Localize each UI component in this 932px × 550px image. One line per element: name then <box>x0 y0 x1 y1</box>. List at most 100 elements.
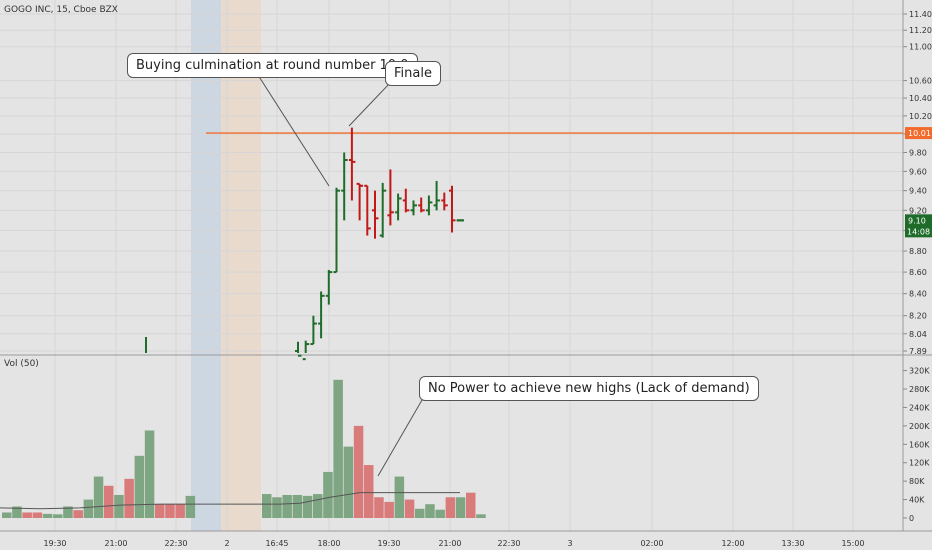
volume-bar <box>2 512 12 518</box>
price-tick-label: 8.40 <box>909 290 927 299</box>
volume-bar <box>272 497 282 518</box>
time-tick-label: 19:30 <box>43 539 66 548</box>
volume-bar <box>22 512 32 518</box>
ohlc-bar <box>310 315 317 346</box>
volume-tick-label: 200K <box>909 422 930 431</box>
time-tick-label: 13:30 <box>781 539 804 548</box>
volume-indicator-label: Vol (50) <box>4 359 39 369</box>
price-tick-label: 10.60 <box>909 77 932 86</box>
last-price-label: 9.10 <box>908 216 926 225</box>
ohlc-bar <box>364 184 371 236</box>
volume-bar <box>93 476 104 518</box>
volume-bar <box>302 495 313 518</box>
volume-bar <box>32 512 43 518</box>
volume-bar <box>262 494 272 518</box>
price-tick-label: 9.40 <box>909 187 927 196</box>
price-tick-label: 8.04 <box>909 330 927 339</box>
time-tick-label: 22:30 <box>497 539 520 548</box>
ohlc-bar <box>348 127 356 201</box>
volume-bar <box>144 430 155 518</box>
ohlc-bar <box>425 195 433 216</box>
time-tick-label: 12:00 <box>721 539 744 548</box>
volume-bar <box>466 492 476 518</box>
bar-countdown-label: 14:08 <box>907 227 930 236</box>
volume-bar <box>343 446 354 518</box>
price-tick-label: 9.20 <box>909 206 927 215</box>
ohlc-bar <box>325 269 333 305</box>
ohlc-bar <box>418 197 425 213</box>
volume-tick-label: 320K <box>909 367 930 376</box>
level-price-label: 10.01 <box>908 129 931 138</box>
price-tick-label: 11.00 <box>909 43 932 52</box>
ohlc-bar <box>402 188 410 213</box>
volume-bar <box>42 513 53 518</box>
ohlc-bar <box>302 340 310 361</box>
ohlc-bar <box>387 169 394 226</box>
volume-bar <box>313 494 323 518</box>
volume-bar <box>323 471 333 518</box>
ohlc-bar <box>318 291 325 339</box>
time-tick-label: 15:00 <box>841 539 864 548</box>
volume-bar <box>333 379 343 518</box>
ohlc-bar <box>449 185 456 233</box>
time-tick-label: 19:30 <box>377 539 400 548</box>
price-tick-label: 10.40 <box>909 94 932 103</box>
volume-tick-label: 0 <box>909 514 914 523</box>
volume-bar <box>353 425 364 518</box>
ohlc-bar <box>410 200 417 216</box>
volume-bar <box>435 509 445 518</box>
volume-tick-label: 120K <box>909 459 930 468</box>
time-tick-label: 18:00 <box>317 539 340 548</box>
volume-tick-label: 160K <box>909 440 930 449</box>
volume-bar <box>425 504 435 518</box>
no-power-callout: No Power to achieve new highs (Lack of d… <box>419 376 759 401</box>
buying-climax-callout: Buying culmination at round number 10.0 <box>127 53 418 78</box>
time-tick-label: 22:30 <box>164 539 187 548</box>
ohlc-bar <box>395 193 402 221</box>
volume-bar <box>83 499 94 518</box>
session-shade-premarket <box>191 0 221 531</box>
symbol-title: GOGO INC, 15, Cboe BZX <box>4 5 118 15</box>
price-tick-label: 9.60 <box>909 167 927 176</box>
volume-bar <box>12 506 22 518</box>
ohlc-bar <box>372 190 379 239</box>
price-tick-label: 8.20 <box>909 312 927 321</box>
volume-bar <box>165 504 175 518</box>
time-tick-label: 21:00 <box>104 539 127 548</box>
volume-bar <box>455 497 466 518</box>
volume-bar <box>282 494 292 518</box>
volume-tick-label: 80K <box>909 477 925 486</box>
ohlc-bar <box>379 182 387 238</box>
volume-bar <box>155 504 165 518</box>
volume-bar <box>175 504 185 518</box>
volume-bar <box>445 497 456 518</box>
volume-bar <box>292 494 303 518</box>
volume-bar <box>384 501 394 518</box>
price-tick-label: 11.40 <box>909 10 932 19</box>
volume-bar <box>476 514 486 518</box>
last-price-tag <box>905 214 932 238</box>
volume-bar <box>394 476 405 518</box>
price-tick-label: 11.20 <box>909 26 932 35</box>
volume-bar <box>415 508 425 518</box>
volume-bar <box>73 510 83 518</box>
price-tick-label: 10.20 <box>909 112 932 121</box>
volume-tick-label: 240K <box>909 403 930 412</box>
volume-bar <box>374 497 384 518</box>
level-price-tag <box>905 127 932 140</box>
ohlc-bar <box>341 152 348 221</box>
time-tick-label: 21:00 <box>438 539 461 548</box>
time-tick-label: 3 <box>567 539 572 548</box>
price-tick-label: 8.60 <box>909 268 927 277</box>
ohlc-bar <box>433 180 441 211</box>
price-tick-label: 7.89 <box>909 347 927 356</box>
volume-bar <box>134 455 145 518</box>
volume-bar <box>114 494 124 518</box>
session-shade-open <box>221 0 261 531</box>
volume-bar <box>364 465 374 518</box>
volume-bar <box>104 485 114 518</box>
volume-bar <box>185 495 196 518</box>
price-tick-label: 9.80 <box>909 148 927 157</box>
